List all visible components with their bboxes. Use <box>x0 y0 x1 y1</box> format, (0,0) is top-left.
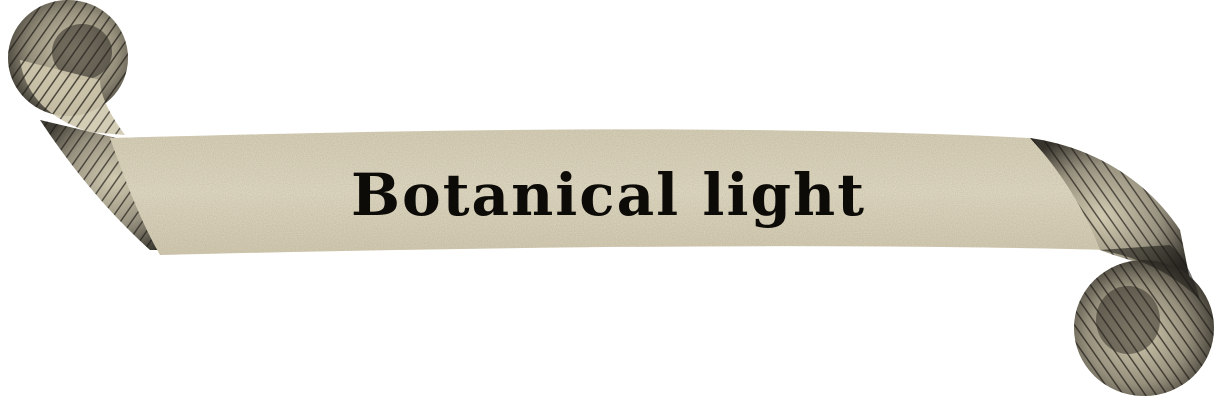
banner-title: Botanical light <box>351 161 866 229</box>
ribbon-band <box>110 129 1110 255</box>
